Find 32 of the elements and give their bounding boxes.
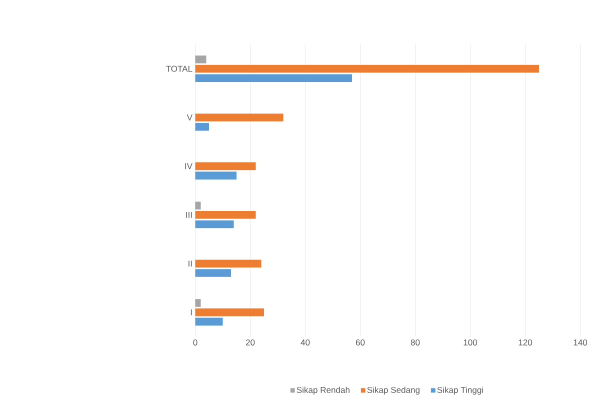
bar — [195, 299, 201, 307]
bar — [195, 308, 264, 316]
bar — [195, 202, 201, 210]
y-tick-label: TOTAL — [166, 66, 192, 72]
x-tick-label: 60 — [356, 339, 365, 346]
x-tick-label: 120 — [518, 339, 532, 346]
x-tick-label: 20 — [246, 339, 255, 346]
bar — [195, 210, 256, 219]
x-tick-label: 40 — [300, 339, 310, 346]
bar — [195, 122, 210, 131]
y-tick-label: IV — [185, 163, 192, 170]
bar — [195, 74, 352, 82]
bar — [195, 172, 237, 180]
legend-label: Sikap Tinggi — [437, 386, 484, 395]
y-tick-label: V — [186, 114, 192, 120]
bar — [195, 269, 232, 277]
bar — [195, 162, 256, 170]
y-tick-label: III — [186, 212, 192, 218]
bar — [195, 55, 206, 64]
legend-label: Sikap Sedang — [367, 386, 420, 395]
y-tick-label: II — [188, 260, 192, 266]
legend-label: Sikap Rendah — [296, 386, 350, 395]
x-tick-label: 0 — [193, 339, 198, 346]
bar — [195, 64, 540, 73]
x-tick-label: 140 — [574, 339, 588, 346]
bar — [195, 220, 234, 228]
bar — [195, 318, 223, 326]
x-tick-label: 80 — [410, 339, 420, 346]
bar — [195, 260, 262, 268]
bar — [195, 114, 284, 122]
x-tick-label: 100 — [464, 339, 478, 346]
y-tick-label: I — [190, 309, 192, 316]
